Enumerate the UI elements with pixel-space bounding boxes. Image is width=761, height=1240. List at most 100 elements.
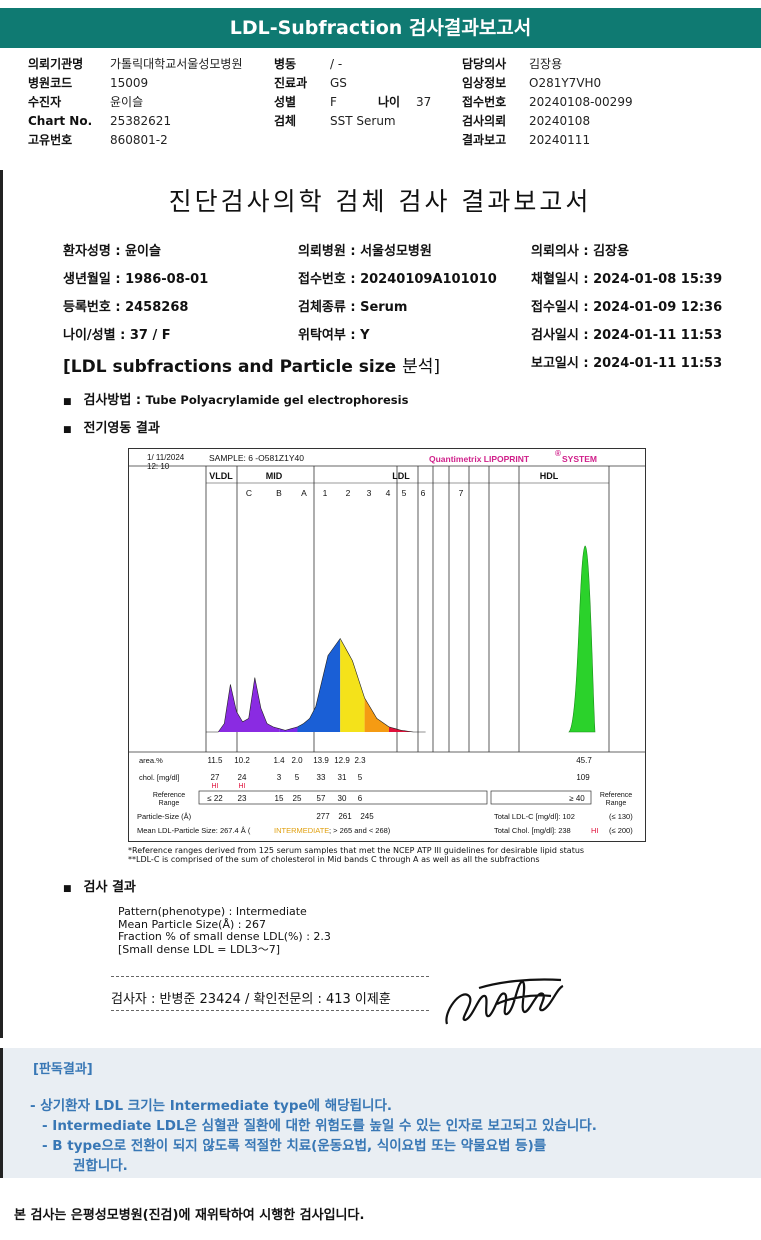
result-fraction: Fraction % of small dense LDL(%) : 2.3: [118, 930, 331, 943]
chol-value: 5: [358, 773, 363, 782]
ref-value: 57: [317, 794, 326, 803]
area-value: 13.9: [313, 756, 329, 765]
curve-segment: [340, 638, 365, 732]
label: 접수번호: [462, 95, 507, 109]
chart-brand: Quantimetrix LIPOPRINT: [429, 454, 530, 464]
total-ldl: Total LDL-C [mg/dl]: 102: [494, 812, 575, 821]
label: 검체: [274, 114, 297, 128]
area-value: 12.9: [334, 756, 350, 765]
chol-label: chol. [mg/dl]: [139, 773, 179, 782]
area-value: 2.3: [354, 756, 366, 765]
band-label-B: B: [276, 488, 282, 498]
total-chol: Total Chol. [mg/dl]: 238: [494, 826, 571, 835]
chart-footnotes: *Reference ranges derived from 125 serum…: [128, 846, 584, 864]
band-label-A: A: [301, 488, 307, 498]
area-value: 45.7: [576, 756, 592, 765]
label: 결과보고: [462, 133, 507, 147]
total-ldl-ref: (≤ 130): [609, 812, 633, 821]
value: 김장용: [529, 57, 563, 71]
bullet-icon: ■: [63, 397, 72, 407]
hdl-peak: [568, 545, 596, 733]
ref-value: 25: [293, 794, 302, 803]
label: 담당의사: [462, 57, 507, 71]
area-value: 1.4: [273, 756, 285, 765]
result-definition: [Small dense LDL = LDL3～7]: [118, 942, 281, 956]
age-label: 나이: [378, 95, 401, 109]
chol-value: 31: [338, 773, 347, 782]
band-group-ldl: LDL: [392, 471, 410, 481]
ref-label-right: Range: [606, 800, 627, 807]
method-value: Tube Polyacrylamide gel electrophoresis: [145, 393, 409, 407]
hdl-ref-value: ≥ 40: [569, 794, 585, 803]
band-label-6: 6: [421, 488, 426, 498]
divider: [111, 976, 429, 977]
divider: [111, 1010, 429, 1011]
bullet-icon: ■: [63, 425, 72, 435]
section-title: [LDL subfractions and Particle size 분석]: [63, 352, 440, 377]
mean-size-flag: INTERMEDIATE: [274, 826, 329, 835]
chol-value: 5: [295, 773, 300, 782]
birth-date: 생년월일 : 1986-08-01: [63, 272, 209, 287]
value: 20240108: [529, 114, 591, 128]
result-mean-size: Mean Particle Size(Å) : 267: [118, 917, 266, 931]
electro-line: ■ 전기영동 결과: [63, 417, 160, 436]
label: 수진자: [28, 95, 62, 109]
particle-label: Particle-Size (Å): [137, 812, 192, 821]
bullet-icon: ■: [63, 884, 72, 894]
particle-value: 245: [360, 812, 374, 821]
band-group-hdl: HDL: [540, 471, 559, 481]
band-label-3: 3: [367, 488, 372, 498]
ref-value: ≤ 22: [207, 794, 223, 803]
value: SST Serum: [330, 114, 396, 128]
label: 고유번호: [28, 133, 73, 147]
total-chol-flag: HI: [591, 826, 599, 835]
ref-label: Reference: [153, 792, 185, 799]
report-title: LDL-Subfraction 검사결과보고서: [0, 8, 761, 48]
mean-size-label: Mean LDL-Particle Size: 267.4 Å (: [137, 826, 251, 835]
verdict-line-1: - 상기환자 LDL 크기는 Intermediate type에 해당됩니다.: [30, 1098, 393, 1114]
mean-size-tail: ; > 265 and < 268): [329, 826, 391, 835]
curve-segment: [389, 726, 426, 732]
electro-label: 전기영동 결과: [83, 421, 160, 436]
chol-value: 27: [211, 773, 220, 782]
value: 20240108-00299: [529, 95, 633, 109]
signature-image: [445, 978, 564, 1025]
value: GS: [330, 76, 347, 90]
verdict-title: [판독결과]: [33, 1062, 93, 1077]
chol-value: 33: [317, 773, 326, 782]
registration-number: 등록번호 : 2458268: [63, 300, 189, 315]
section-title-ko: 분석]: [402, 357, 440, 377]
value: 25382621: [110, 114, 172, 128]
label: 검사의뢰: [462, 114, 507, 128]
lipoprint-chart: 1/ 11/2024 12: 10 SAMPLE: 6 -O581Z1Y40 Quan…: [128, 448, 646, 842]
header-col1: 의뢰기관명 가톨릭대학교서울성모병원 병원코드 15009 수진자 윤이슬 Chart…: [28, 55, 242, 150]
header-col3: 담당의사 김장용 임상정보 O281Y7VH0 접수번호 20240108-00299…: [462, 55, 633, 150]
label: 진료과: [274, 76, 308, 90]
section-title-en: [LDL subfractions and Particle size: [63, 357, 403, 377]
ref-value: 30: [338, 794, 347, 803]
specimen-type: 검체종류 : Serum: [298, 300, 408, 315]
label: 성별: [274, 95, 297, 109]
value: 20240111: [529, 133, 591, 147]
age-sex: 나이/성별 : 37 / F: [63, 328, 171, 343]
reception-number: 접수번호 : 20240109A101010: [298, 272, 497, 287]
report-document: 진단검사의학 검체 검사 결과보고서 환자성명 : 윤이슬 의뢰병원 : 서울성…: [0, 170, 757, 1038]
test-time: 검사일시 : 2024-01-11 11:53: [531, 328, 723, 343]
value: O281Y7VH0: [529, 76, 602, 90]
label: 병원코드: [28, 76, 73, 90]
report-time: 보고일시 : 2024-01-11 11:53: [531, 356, 723, 371]
particle-value: 261: [338, 812, 352, 821]
ref-box: [198, 790, 488, 805]
verdict-line-2: - Intermediate LDL은 심혈관 질환에 대한 위험도를 높일 수…: [42, 1118, 597, 1134]
result-line: ■ 검사 결과: [63, 876, 136, 895]
request-hospital: 의뢰병원 : 서울성모병원: [298, 244, 432, 259]
band-group-vldl: VLDL: [209, 471, 233, 481]
hi-flag-vldl: HI: [212, 783, 219, 790]
curve-segment: [364, 698, 389, 732]
label: 임상정보: [462, 76, 507, 90]
band-label-4: 4: [386, 488, 391, 498]
hdl-ref-box: [490, 790, 592, 805]
verdict-line-3: - B type으로 전환이 되지 않도록 적절한 치료(운동요법, 식이요법 …: [42, 1138, 547, 1154]
footnote-1: *Reference ranges derived from 125 serum…: [128, 846, 585, 855]
